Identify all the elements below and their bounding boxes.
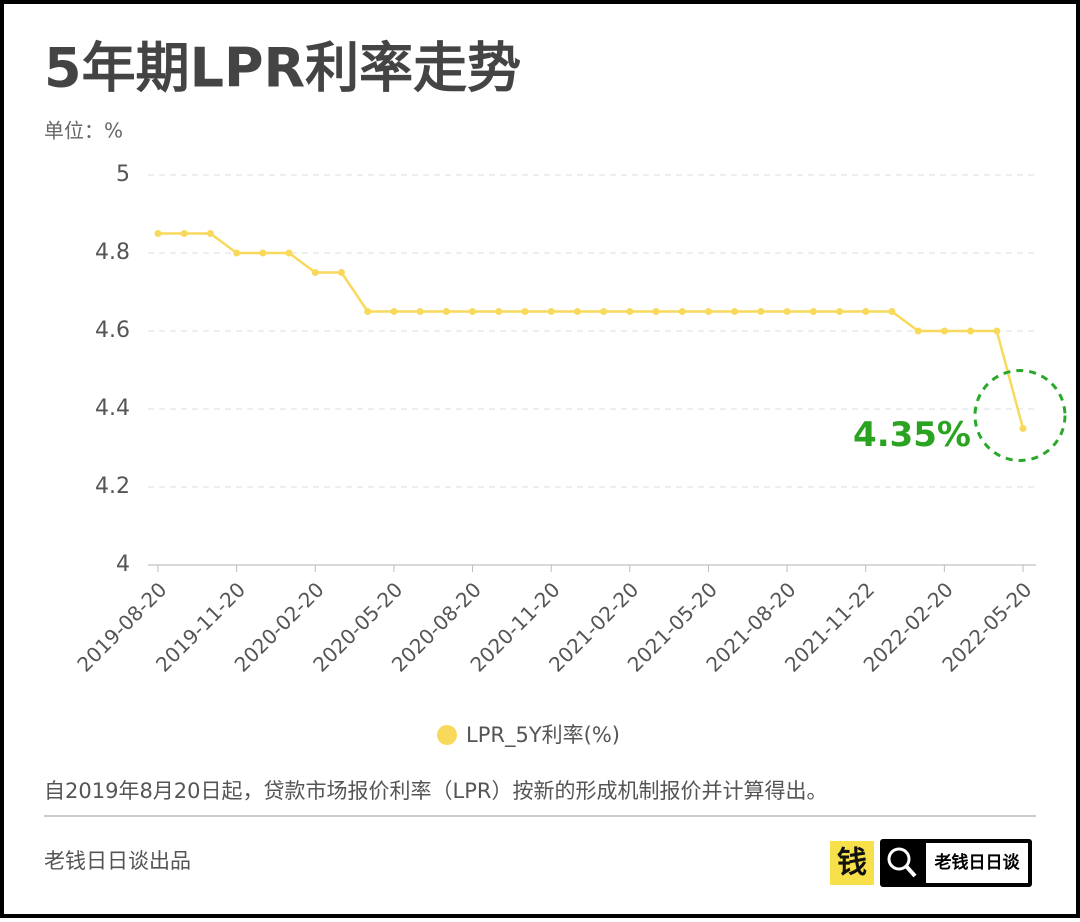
logo-search-field [926, 843, 1028, 883]
logo-icon: 钱 [837, 846, 867, 881]
unit-label: 单位：% [44, 119, 123, 143]
data-point [783, 308, 791, 315]
data-point [521, 308, 529, 315]
data-point [233, 249, 241, 257]
y-tick-label: 4.2 [95, 474, 130, 499]
data-point [311, 269, 319, 276]
logo-text: 老钱日日谈 [934, 852, 1021, 873]
data-point [809, 308, 817, 315]
highlight-ring [973, 369, 1067, 462]
data-point [469, 308, 477, 315]
data-point [914, 327, 922, 335]
source: 老钱日日谈出品 [44, 849, 191, 873]
data-point [285, 249, 293, 257]
chart-title: 5年期LPR利率走势 [44, 37, 521, 100]
data-point [259, 249, 267, 257]
data-point [862, 308, 870, 315]
search-icon [887, 847, 911, 871]
data-point [206, 230, 214, 237]
data-point [704, 308, 712, 315]
y-tick-label: 5 [116, 162, 130, 187]
data-point [967, 327, 975, 335]
data-point [180, 230, 188, 237]
data-point [678, 308, 686, 315]
data-point [652, 308, 660, 315]
data-point [836, 308, 844, 315]
data-point [495, 308, 503, 315]
y-tick-label: 4 [116, 552, 130, 577]
y-tick-label: 4.4 [95, 396, 130, 421]
data-point [547, 308, 555, 315]
data-point [888, 308, 896, 315]
data-point [416, 308, 424, 315]
data-point [940, 327, 948, 335]
legend-label: LPR_5Y利率(%) [466, 723, 620, 748]
data-point [154, 230, 162, 237]
data-point [731, 308, 739, 315]
data-point [390, 308, 398, 315]
footnote: 自2019年8月20日起，贷款市场报价利率（LPR）按新的形成机制报价并计算得出… [44, 779, 827, 803]
legend-marker [437, 725, 457, 745]
data-point [573, 308, 581, 315]
data-point [1019, 425, 1027, 432]
search-icon [904, 864, 917, 878]
logo-icon-box [830, 841, 874, 885]
data-point [442, 308, 450, 315]
data-point [757, 308, 765, 315]
data-line [158, 232, 1025, 429]
data-point [993, 327, 1001, 335]
y-tick-label: 4.8 [95, 240, 130, 265]
y-tick-label: 4.6 [95, 318, 130, 343]
data-point [337, 269, 345, 276]
data-point [600, 308, 608, 315]
data-point [626, 308, 634, 315]
data-point [364, 308, 372, 315]
value-label: 4.35% [853, 415, 971, 455]
